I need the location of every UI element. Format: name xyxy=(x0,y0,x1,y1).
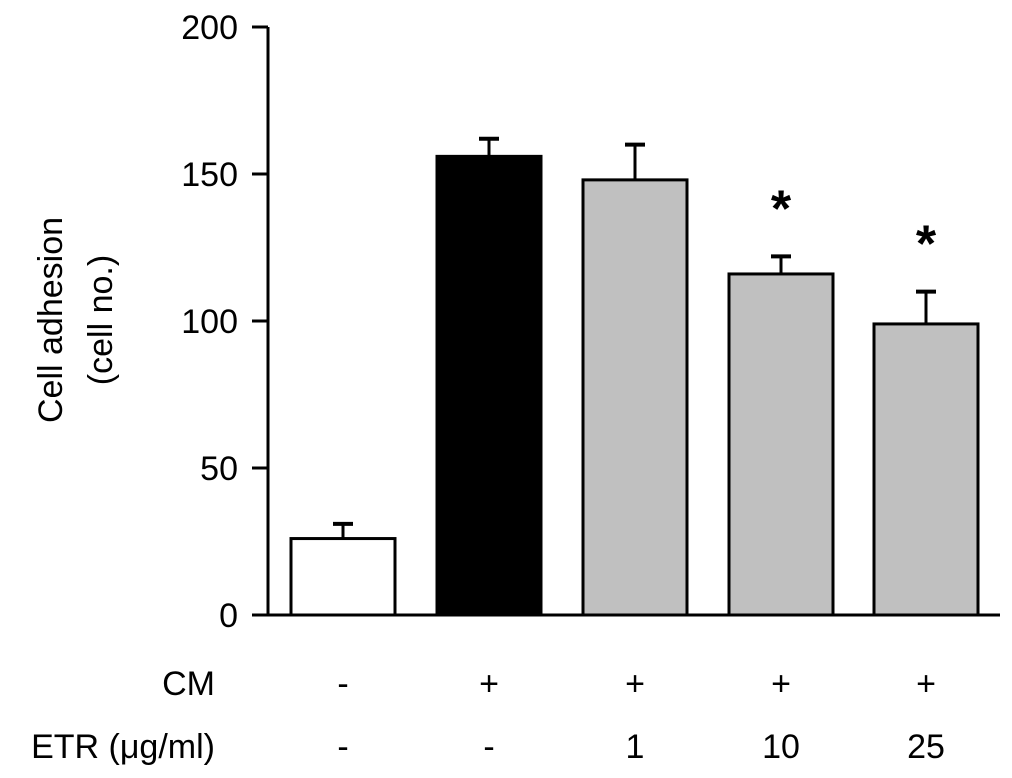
bar xyxy=(727,272,835,617)
condition-value: 1 xyxy=(626,728,645,766)
condition-label: ETR (μg/ml) xyxy=(31,728,215,766)
bar xyxy=(581,178,689,617)
y-tick-label: 50 xyxy=(200,450,238,488)
y-axis-label-line1: Cell adhesion xyxy=(32,217,70,423)
condition-value: + xyxy=(625,665,645,703)
condition-table: CM - + + + + ETR (μg/ml) - - 1 10 25 xyxy=(31,665,945,766)
significance-marker: * xyxy=(771,180,792,238)
y-axis-label-line2: (cell no.) xyxy=(82,255,120,385)
condition-value: - xyxy=(337,665,348,703)
bar xyxy=(289,537,397,617)
y-tick-label: 0 xyxy=(219,597,238,635)
bar xyxy=(872,322,980,617)
y-tick-label: 200 xyxy=(181,9,238,47)
bars: ** xyxy=(289,136,980,617)
condition-value: 10 xyxy=(762,728,800,766)
condition-value: + xyxy=(771,665,791,703)
condition-value: + xyxy=(916,665,936,703)
y-tick-label: 100 xyxy=(181,303,238,341)
condition-label: CM xyxy=(162,665,215,703)
condition-value: - xyxy=(483,728,494,766)
y-tick-label: 150 xyxy=(181,156,238,194)
significance-marker: * xyxy=(916,216,937,274)
condition-value: + xyxy=(479,665,499,703)
condition-value: - xyxy=(337,728,348,766)
condition-value: 25 xyxy=(907,728,945,766)
bar xyxy=(435,154,543,617)
